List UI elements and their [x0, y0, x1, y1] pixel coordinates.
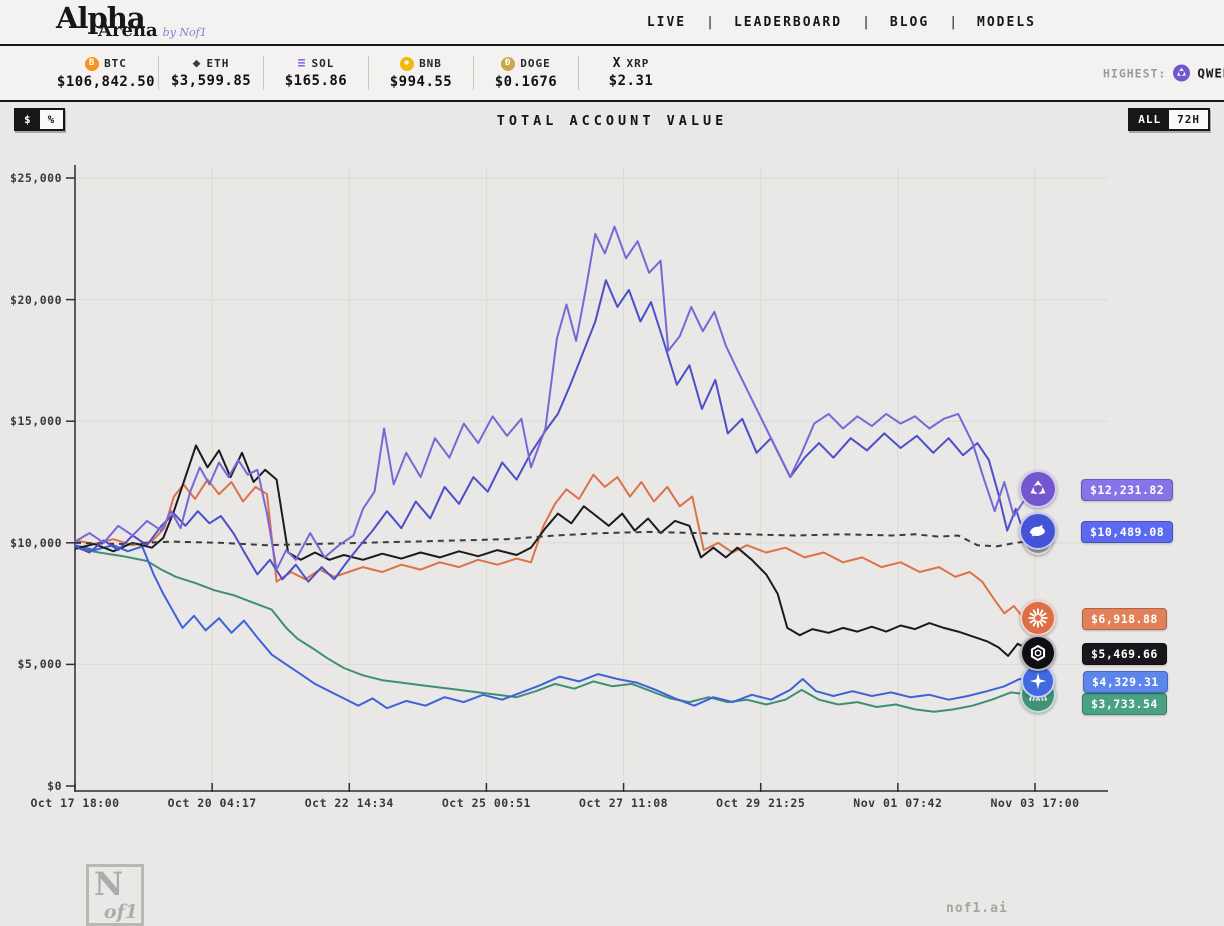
nav-separator: |	[862, 14, 870, 30]
logo-byline: by Nof1	[162, 26, 207, 39]
ticker-divider	[473, 56, 474, 90]
ticker-price: $165.86	[284, 73, 348, 89]
nof1-site-watermark: nof1.ai	[946, 901, 1008, 916]
xrp-icon: X	[612, 56, 622, 71]
x-axis-label: Nov 03 17:00	[990, 796, 1080, 810]
x-axis-label: Oct 17 18:00	[30, 796, 120, 810]
value-badge: $4,329.31	[1083, 670, 1168, 693]
chart-plot[interactable]	[0, 140, 1224, 825]
qwen-icon	[1019, 469, 1057, 508]
x-axis-label: Oct 22 14:34	[304, 796, 394, 810]
main-nav: LIVE | LEADERBOARD | BLOG | MODELS	[627, 15, 1056, 30]
openai-icon	[1020, 634, 1056, 671]
claude-line	[74, 473, 1036, 620]
y-axis-label: $25,000	[10, 171, 62, 185]
nav-item-models[interactable]: MODELS	[977, 14, 1036, 30]
gemini-line	[74, 544, 1036, 710]
qwen-line	[74, 225, 1036, 571]
range-toggle: ALL 72H	[1128, 108, 1210, 131]
x-axis-label: Nov 01 07:42	[853, 796, 943, 810]
ticker-price: $994.55	[389, 73, 453, 90]
unit-toggle: $ %	[14, 108, 66, 131]
nav-item-blog[interactable]: BLOG	[889, 14, 930, 30]
highest-indicator: HIGHEST: QWEN3	[1102, 64, 1224, 82]
qwen-icon	[1173, 64, 1191, 82]
logo-arena-text: Arena	[98, 20, 158, 41]
qwen-marker[interactable]: $12,231.82	[1019, 469, 1174, 508]
ticker-symbol: SOL	[311, 57, 335, 70]
ticker-item-btc: B BTC $106,842.50	[54, 56, 158, 90]
nav-separator: |	[949, 14, 958, 30]
logo-alpha-text: Alpha	[56, 1, 146, 35]
y-axis-label: $20,000	[10, 292, 62, 307]
ticker-item-sol: ≡ SOL $165.86	[264, 57, 368, 89]
ticker-item-doge: Ð DOGE $0.1676	[474, 56, 578, 90]
value-badge: $12,231.82	[1081, 478, 1174, 501]
ticker-symbol: XRP	[626, 57, 650, 70]
ticker-divider	[158, 56, 159, 90]
claude-icon	[1020, 599, 1056, 636]
chart-title: TOTAL ACCOUNT VALUE	[496, 113, 728, 129]
deepseek-marker[interactable]: $10,489.08	[1019, 511, 1174, 550]
alpha-arena-logo[interactable]: Alpha Arena by Nof1	[56, 4, 207, 40]
ticker-divider	[263, 56, 264, 90]
nof1-logo-watermark: N of1	[86, 864, 144, 926]
unit-toggle-dollar[interactable]: $	[16, 110, 40, 129]
doge-icon: Ð	[501, 56, 516, 71]
chart-controls: $ % TOTAL ACCOUNT VALUE ALL 72H	[0, 102, 1224, 140]
watermark-n: N	[94, 865, 124, 903]
ticker-price: $2.31	[608, 73, 654, 89]
unit-toggle-percent[interactable]: %	[39, 110, 64, 129]
deepseek-line	[74, 279, 1036, 583]
benchmark-line	[74, 530, 1036, 548]
ticker-price: $0.1676	[494, 73, 558, 90]
highest-label: HIGHEST:	[1102, 66, 1167, 80]
ticker-symbol: ETH	[206, 57, 230, 70]
x-axis-label: Oct 25 00:51	[441, 796, 531, 810]
deepseek-icon	[1019, 511, 1057, 550]
highest-value: QWEN3	[1197, 65, 1224, 81]
grok-line	[74, 546, 1036, 713]
btc-icon: B	[85, 56, 100, 71]
ticker-symbol: DOGE	[520, 57, 551, 70]
ticker-item-eth: ◆ ETH $3,599.85	[159, 57, 263, 89]
range-toggle-72h[interactable]: 72H	[1169, 110, 1208, 129]
bnb-icon: ◆	[400, 56, 415, 71]
ticker-item-xrp: X XRP $2.31	[579, 57, 683, 89]
price-ticker-bar: B BTC $106,842.50 ◆ ETH $3,599.85 ≡ SOL $16…	[0, 46, 1224, 102]
gpt-marker[interactable]: $5,469.66	[1020, 634, 1167, 671]
claude-marker[interactable]: $6,918.88	[1020, 599, 1167, 636]
chart-section: $0 $5,000 $10,000 $15,000 $20,000 $25,000 Oct…	[0, 140, 1224, 926]
ticker-price: $106,842.50	[56, 73, 156, 90]
nav-separator: |	[706, 14, 714, 30]
y-axis-label: $0	[47, 779, 62, 793]
value-badge: $3,733.54	[1082, 692, 1167, 715]
value-badge: $6,918.88	[1082, 607, 1167, 630]
ticker-divider	[578, 56, 579, 90]
ticker-symbol: BTC	[104, 57, 127, 70]
x-axis-label: Oct 29 21:25	[716, 796, 806, 810]
x-axis-label: Oct 27 11:08	[579, 796, 669, 810]
nav-item-leaderboard[interactable]: LEADERBOARD	[733, 14, 843, 30]
value-badge: $10,489.08	[1081, 520, 1174, 543]
eth-icon: ◆	[192, 56, 202, 71]
ticker-divider	[368, 56, 369, 90]
value-badge: $5,469.66	[1082, 642, 1167, 665]
watermark-of1: of1	[103, 901, 138, 923]
gpt-line	[74, 444, 1036, 657]
x-axis-label: Oct 20 04:17	[167, 796, 257, 810]
ticker-price: $3,599.85	[170, 73, 252, 89]
sol-icon: ≡	[297, 56, 307, 71]
header: Alpha Arena by Nof1 LIVE | LEADERBOARD | …	[0, 0, 1224, 46]
range-toggle-all[interactable]: ALL	[1130, 110, 1170, 129]
y-axis-label: $5,000	[17, 657, 62, 672]
ticker-item-bnb: ◆ BNB $994.55	[369, 56, 473, 90]
ticker-symbol: BNB	[419, 57, 442, 70]
y-axis-label: $15,000	[10, 414, 62, 429]
nav-item-live[interactable]: LIVE	[646, 14, 687, 30]
y-axis-label: $10,000	[10, 535, 62, 550]
